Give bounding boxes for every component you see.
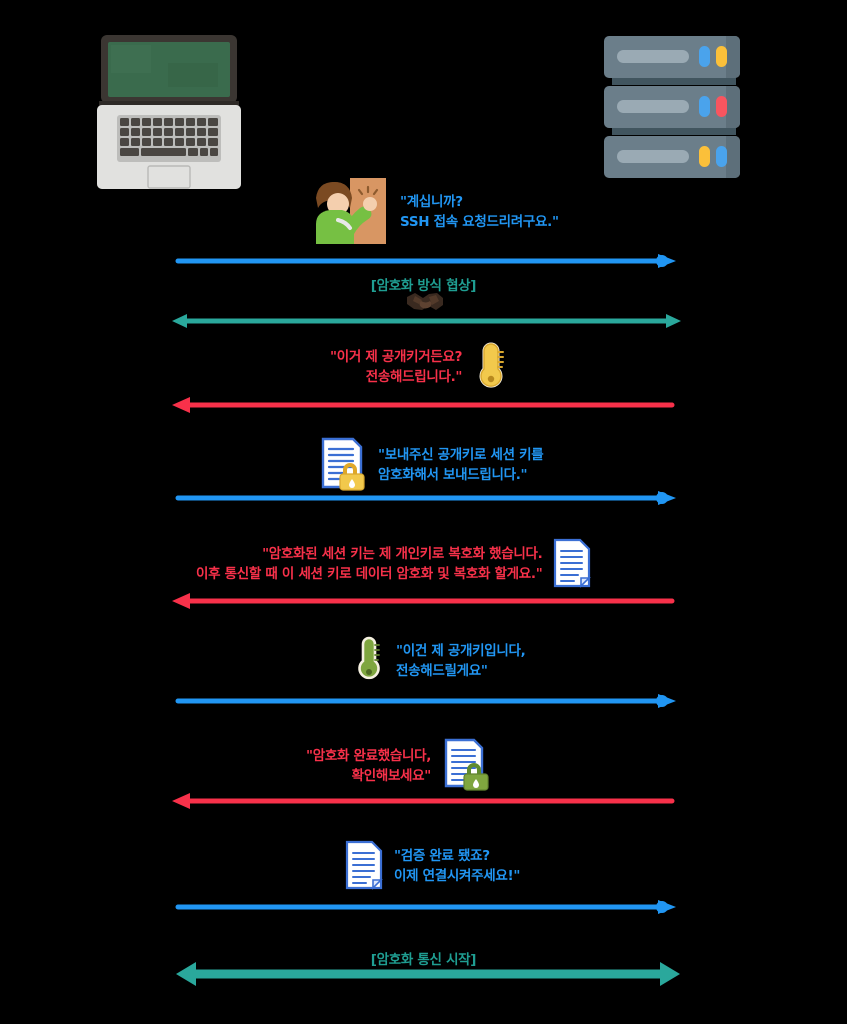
- document-plain-icon: [552, 538, 592, 592]
- message-step-2: [405, 288, 445, 320]
- message-step-4: "보내주신 공개키로 세션 키를 암호화해서 보내드립니다.": [318, 436, 544, 496]
- message-text-step-6: "이건 제 공개키입니다, 전송해드릴게요": [396, 643, 526, 679]
- arrow-step-6: [0, 690, 847, 712]
- person-knocking-icon: [308, 178, 390, 248]
- label-step-9: [암호화 통신 시작]: [370, 952, 477, 968]
- arrow-step-2: [0, 310, 847, 332]
- arrow-step-8: [0, 896, 847, 918]
- document-yellow-lock-icon: [318, 436, 368, 496]
- message-text-step-5: "암호화된 세션 키는 제 개인키로 복호화 했습니다. 이후 통신할 때 이 …: [196, 546, 543, 582]
- message-text-step-3: "이거 제 공개키거든요? 전송해드립니다.": [330, 349, 463, 385]
- message-step-1: "계십니까? SSH 접속 요청드리려구요.": [308, 178, 559, 248]
- arrow-step-9: [0, 960, 847, 988]
- document-plain-icon: [344, 840, 384, 894]
- arrow-step-7: [0, 790, 847, 812]
- green-key-icon: [352, 634, 386, 690]
- document-green-lock-icon: [441, 738, 491, 796]
- arrow-step-4: [0, 487, 847, 509]
- message-step-6: "이건 제 공개키입니다, 전송해드릴게요": [352, 634, 526, 690]
- arrow-step-1: [0, 250, 847, 272]
- handshake-icon: [405, 288, 445, 320]
- arrow-step-3: [0, 394, 847, 416]
- message-step-3: "이거 제 공개키거든요? 전송해드립니다.": [330, 338, 510, 398]
- label-step-2: [암호화 방식 협상]: [370, 278, 477, 294]
- yellow-key-icon: [472, 338, 510, 398]
- message-text-step-7: "암호화 완료했습니다, 확인해보세요": [306, 748, 432, 784]
- arrow-step-5: [0, 590, 847, 612]
- message-step-5: "암호화된 세션 키는 제 개인키로 복호화 했습니다. 이후 통신할 때 이 …: [196, 538, 592, 592]
- server-rack-icon: [600, 32, 748, 187]
- message-text-step-8: "검증 완료 됐죠? 이제 연결시켜주세요!": [394, 848, 521, 884]
- message-text-step-4: "보내주신 공개키로 세션 키를 암호화해서 보내드립니다.": [378, 447, 544, 483]
- message-step-7: "암호화 완료했습니다, 확인해보세요": [306, 738, 491, 796]
- message-step-8: "검증 완료 됐죠? 이제 연결시켜주세요!": [344, 840, 520, 894]
- message-text-step-1: "계십니까? SSH 접속 요청드리려구요.": [400, 194, 559, 230]
- laptop-icon: [93, 33, 245, 193]
